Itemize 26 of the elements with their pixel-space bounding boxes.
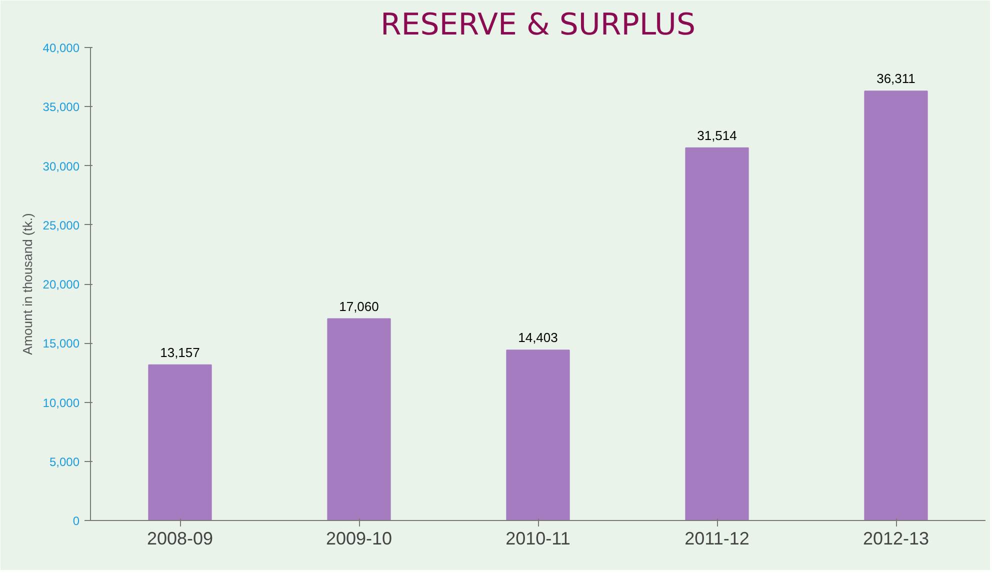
- y-tick-label: 40,000: [42, 41, 80, 55]
- x-tick-label: 2011-12: [684, 528, 750, 548]
- bar: [327, 318, 391, 520]
- data-label: 17,060: [339, 298, 379, 314]
- y-axis-title: Amount in thousand (tk.): [20, 213, 35, 355]
- data-label: 14,403: [518, 330, 558, 346]
- y-tick-label: 10,000: [42, 396, 80, 410]
- x-tick-label: 2008-09: [146, 528, 214, 548]
- data-label: 13,157: [160, 344, 200, 360]
- x-tick-label: 2012-13: [862, 528, 930, 548]
- x-tick-label: 2009-10: [326, 528, 392, 548]
- y-tick-label: 25,000: [42, 218, 80, 232]
- y-tick-label: 35,000: [42, 100, 80, 114]
- y-tick-label: 15,000: [42, 336, 80, 351]
- y-tick-label: 20,000: [42, 278, 80, 292]
- y-tick-label: 0: [72, 514, 80, 528]
- bar: [148, 364, 212, 520]
- bar: [685, 147, 749, 520]
- data-label: 36,311: [876, 71, 916, 86]
- y-tick-label: 5,000: [49, 454, 80, 469]
- bar: [864, 90, 928, 520]
- x-tick-label: 2010-11: [506, 528, 570, 548]
- chart-title: RESERVE & SURPLUS: [380, 8, 696, 42]
- data-label: 31,514: [697, 128, 737, 143]
- bar: [506, 350, 570, 520]
- y-tick-label: 30,000: [42, 159, 80, 174]
